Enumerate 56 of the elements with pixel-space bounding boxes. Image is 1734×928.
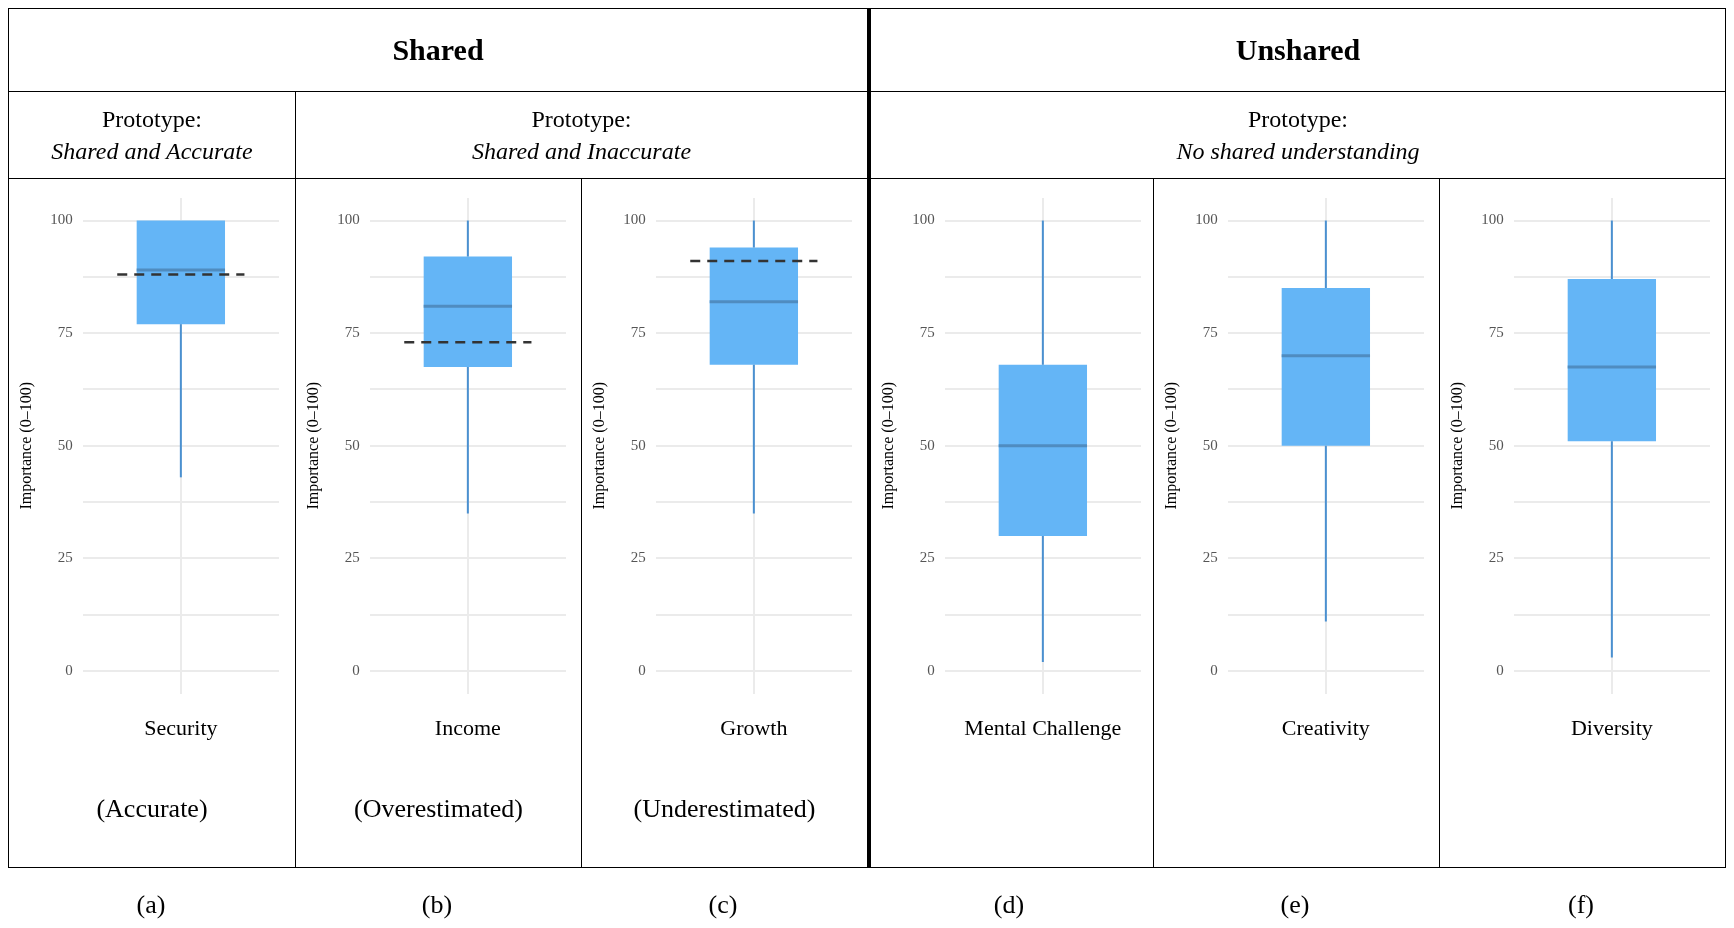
y-tick-label: 75 xyxy=(919,324,935,341)
text: (Overestimated) xyxy=(353,794,524,824)
text: Prototype: Shared and Accurate xyxy=(51,105,253,166)
x-tick-label: Growth xyxy=(720,714,788,740)
text: (a) xyxy=(135,890,167,920)
text: Shared xyxy=(391,32,485,68)
y-tick-label: 50 xyxy=(57,436,73,453)
y-tick-label: 25 xyxy=(57,549,73,566)
text: (Accurate) xyxy=(95,794,209,824)
text: (e) xyxy=(1279,890,1311,920)
y-tick-label: 50 xyxy=(1488,436,1504,453)
y-tick-label: 75 xyxy=(344,324,360,341)
y-tick-label: 100 xyxy=(912,211,935,228)
x-tick-label: Income xyxy=(434,714,501,740)
y-tick-label: 75 xyxy=(57,324,73,341)
text: (f) xyxy=(1567,890,1595,920)
y-tick-label: 75 xyxy=(1202,324,1218,341)
y-tick-label: 75 xyxy=(630,324,646,341)
y-tick-label: 0 xyxy=(638,662,646,679)
y-tick-label: 100 xyxy=(1481,211,1504,228)
text: (c) xyxy=(707,890,739,920)
x-tick-label: Mental Challenge xyxy=(964,714,1122,740)
y-tick-label: 25 xyxy=(919,549,935,566)
y-tick-label: 100 xyxy=(623,211,646,228)
text: (b) xyxy=(420,890,454,920)
y-tick-label: 50 xyxy=(630,436,646,453)
y-axis-title: Importance (0–100) xyxy=(1161,382,1180,510)
y-tick-label: 0 xyxy=(352,662,360,679)
y-axis-title: Importance (0–100) xyxy=(589,382,608,510)
y-tick-label: 25 xyxy=(1488,549,1504,566)
x-tick-label: Diversity xyxy=(1570,714,1653,740)
x-tick-label: Creativity xyxy=(1281,714,1370,740)
y-axis-title: Importance (0–100) xyxy=(878,382,897,510)
y-tick-label: 100 xyxy=(50,211,73,228)
y-tick-label: 75 xyxy=(1488,324,1504,341)
y-tick-label: 50 xyxy=(1202,436,1218,453)
y-tick-label: 0 xyxy=(65,662,73,679)
text: Prototype: No shared understanding xyxy=(1176,105,1420,166)
text: Unshared xyxy=(867,9,1725,91)
y-tick-label: 0 xyxy=(1210,662,1218,679)
y-tick-label: 100 xyxy=(337,211,360,228)
y-tick-label: 25 xyxy=(344,549,360,566)
text: (Underestimated) xyxy=(632,794,817,824)
x-tick-label: Security xyxy=(144,714,218,740)
y-axis-title: Importance (0–100) xyxy=(1447,382,1466,510)
y-tick-label: 100 xyxy=(1195,211,1218,228)
text: Prototype: Shared and Inaccurate xyxy=(471,105,692,166)
y-tick-label: 50 xyxy=(344,436,360,453)
text: (d) xyxy=(992,890,1026,920)
y-tick-label: 0 xyxy=(927,662,935,679)
y-tick-label: 25 xyxy=(1202,549,1218,566)
y-tick-label: 0 xyxy=(1496,662,1504,679)
y-tick-label: 50 xyxy=(919,436,935,453)
y-axis-title: Importance (0–100) xyxy=(303,382,322,510)
y-axis-title: Importance (0–100) xyxy=(16,382,35,510)
y-tick-label: 25 xyxy=(630,549,646,566)
